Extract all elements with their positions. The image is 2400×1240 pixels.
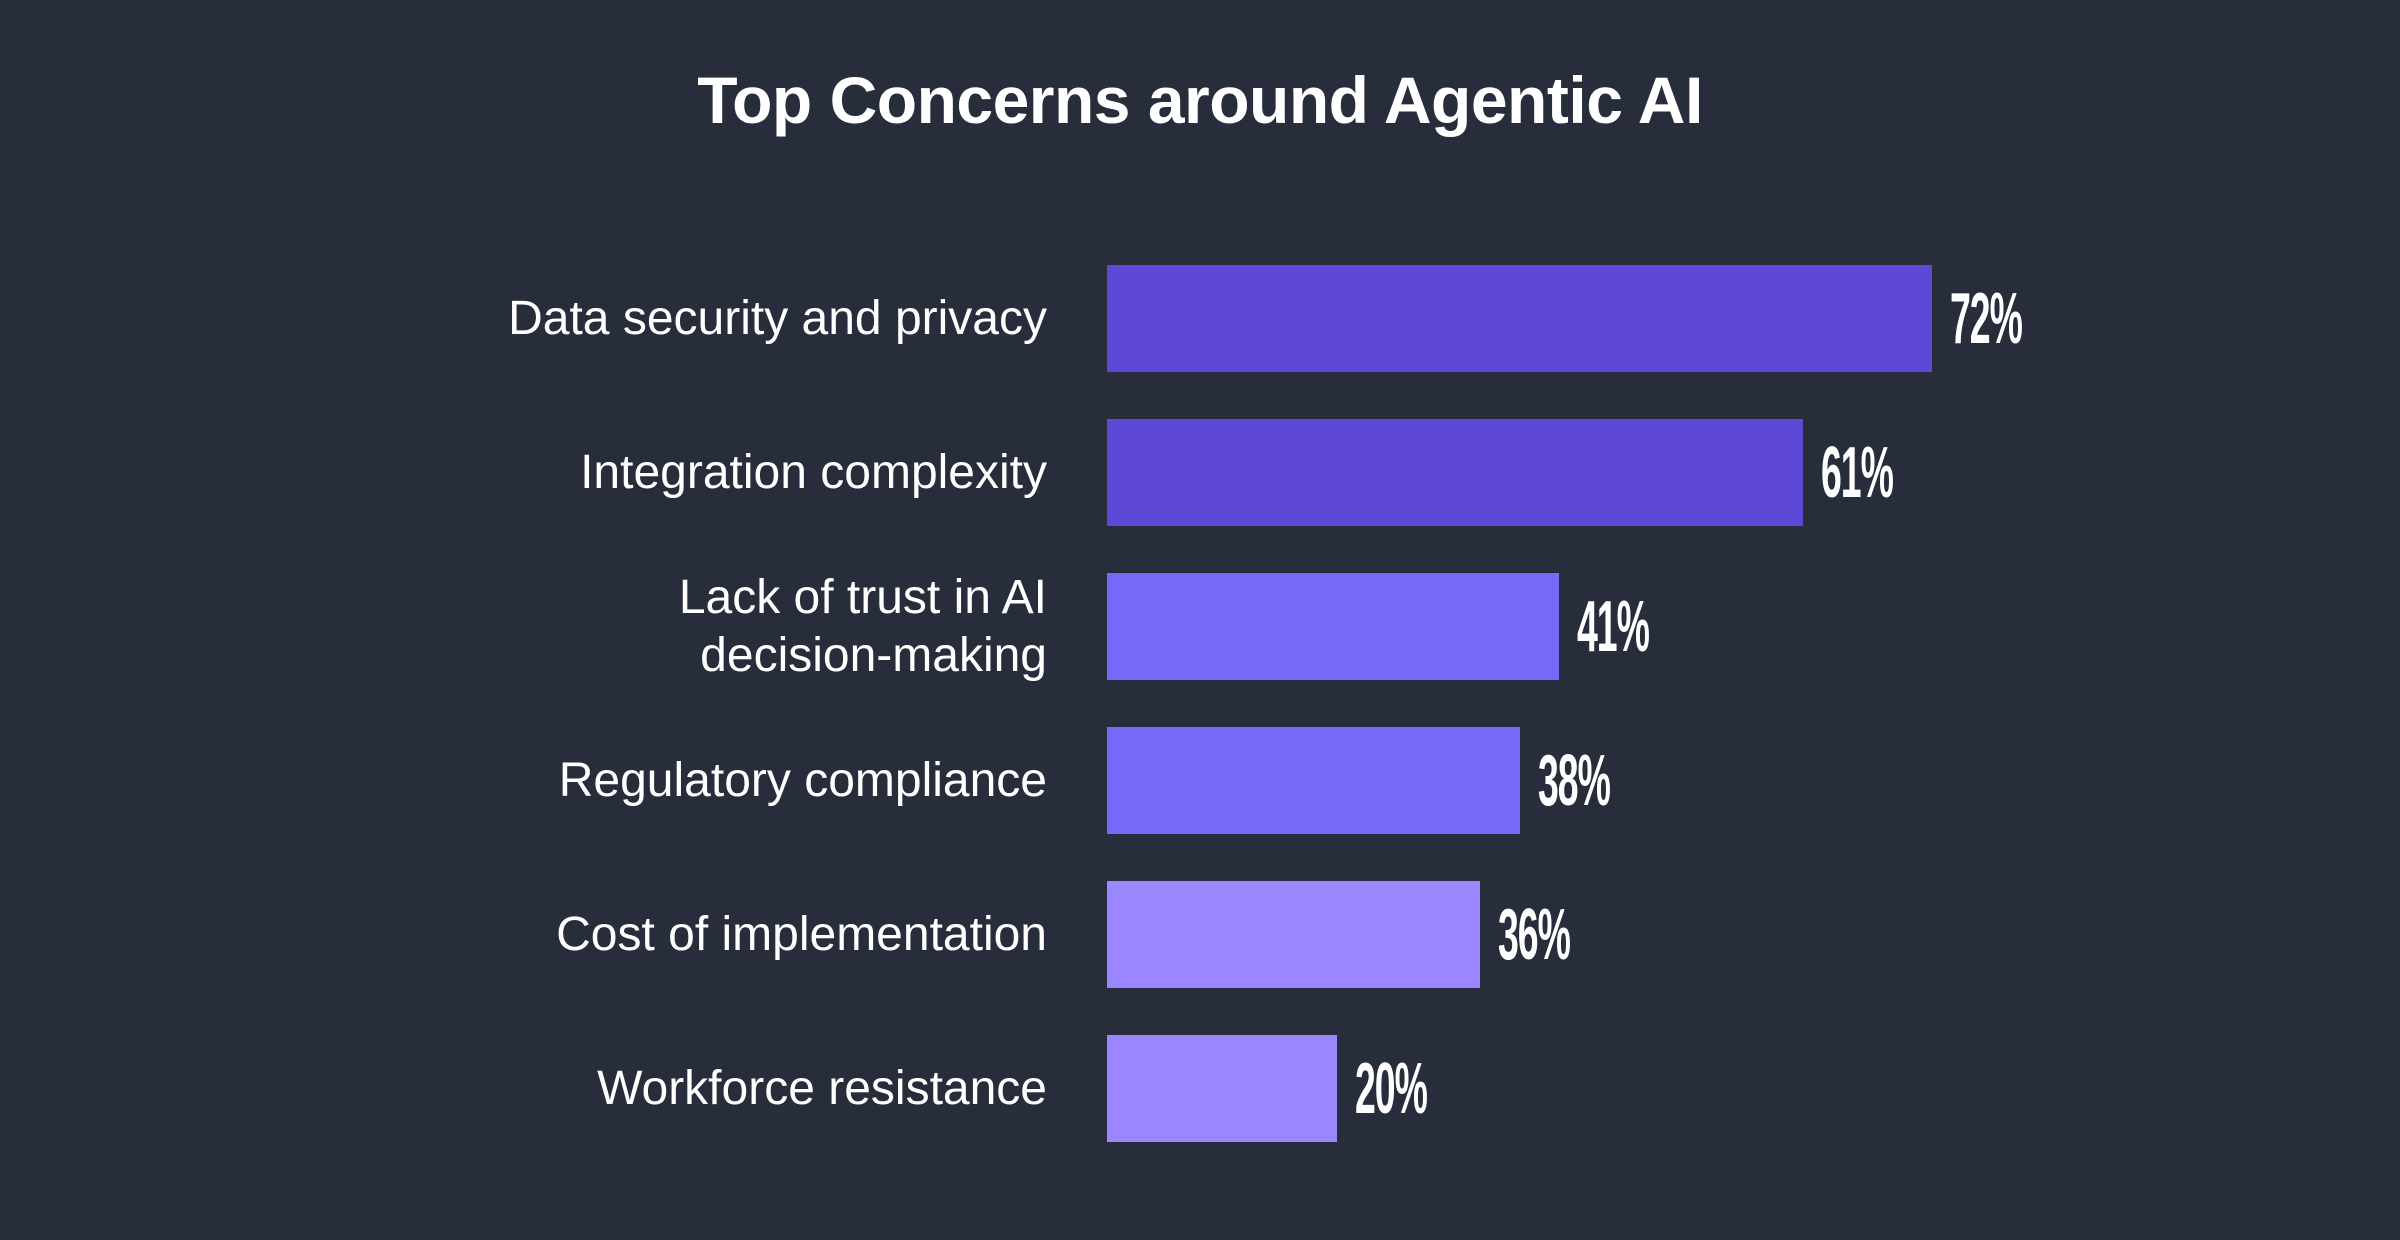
value-label: 38%: [1538, 727, 1676, 834]
category-label: Cost of implementation: [556, 907, 1047, 961]
bar-row: Regulatory compliance 38%: [0, 727, 2400, 834]
value-label: 36%: [1498, 881, 1636, 988]
category-label: Integration complexity: [580, 445, 1047, 499]
bar: [1107, 419, 1803, 526]
bar: [1107, 727, 1520, 834]
value-label: 20%: [1355, 1035, 1493, 1142]
bar-row: Lack of trust in AI decision-making 41%: [0, 570, 2400, 682]
value-label: 61%: [1821, 419, 1959, 526]
bar-row: Data security and privacy 72%: [0, 265, 2400, 372]
value-label: 72%: [1950, 265, 2088, 372]
value-label: 41%: [1577, 573, 1715, 680]
bar-row: Integration complexity 61%: [0, 419, 2400, 526]
value-text: 72%: [1950, 278, 2023, 359]
category-label: Data security and privacy: [508, 291, 1047, 345]
value-text: 41%: [1577, 586, 1650, 667]
value-text: 36%: [1498, 894, 1571, 975]
bar-row: Cost of implementation 36%: [0, 881, 2400, 988]
bar: [1107, 265, 1932, 372]
value-text: 38%: [1538, 740, 1611, 821]
value-text: 20%: [1355, 1048, 1428, 1129]
value-text: 61%: [1821, 432, 1894, 513]
bar-row: Workforce resistance 20%: [0, 1035, 2400, 1142]
category-label: Workforce resistance: [597, 1061, 1047, 1115]
bar: [1107, 573, 1559, 680]
bar: [1107, 1035, 1337, 1142]
category-label: Regulatory compliance: [558, 753, 1047, 807]
chart-title: Top Concerns around Agentic AI: [697, 63, 1703, 137]
category-label: Lack of trust in AI decision-making: [678, 570, 1047, 682]
bar: [1107, 881, 1480, 988]
